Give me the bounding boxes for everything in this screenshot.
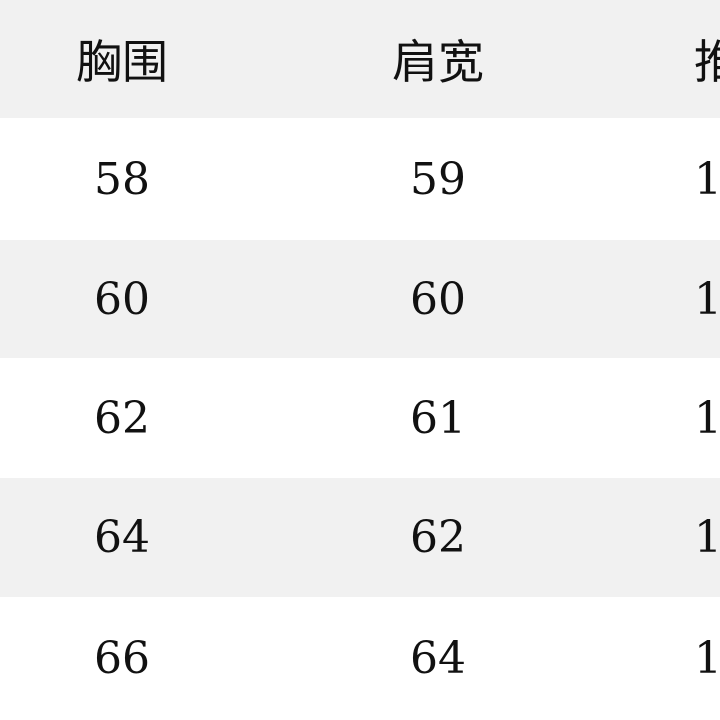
cell-shoulder: 60 <box>410 273 466 325</box>
table-row: 62 61 1 <box>0 358 720 478</box>
table-row: 58 59 1 <box>0 118 720 240</box>
cell-shoulder: 64 <box>410 633 466 684</box>
cell-chest: 58 <box>94 153 150 205</box>
header-recommended: 推 <box>694 35 720 89</box>
table-row: 60 60 1 <box>0 240 720 358</box>
table-row: 64 62 1 <box>0 478 720 597</box>
cell-shoulder: 59 <box>410 153 466 205</box>
cell-shoulder: 62 <box>410 512 466 563</box>
cell-chest: 60 <box>94 273 150 325</box>
cell-recommended: 1 <box>694 153 720 205</box>
cell-chest: 62 <box>94 392 150 444</box>
cell-recommended: 1 <box>694 273 720 325</box>
cell-chest: 64 <box>94 512 150 563</box>
cell-chest: 66 <box>94 633 150 684</box>
cell-shoulder: 61 <box>410 392 466 444</box>
header-shoulder: 肩宽 <box>392 35 484 89</box>
cell-recommended: 1 <box>694 633 720 684</box>
table-row: 66 64 1 <box>0 597 720 720</box>
table-header-row: 胸围 肩宽 推 <box>0 0 720 118</box>
cell-recommended: 1 <box>694 512 720 563</box>
cell-recommended: 1 <box>694 392 720 444</box>
header-chest: 胸围 <box>76 35 168 89</box>
